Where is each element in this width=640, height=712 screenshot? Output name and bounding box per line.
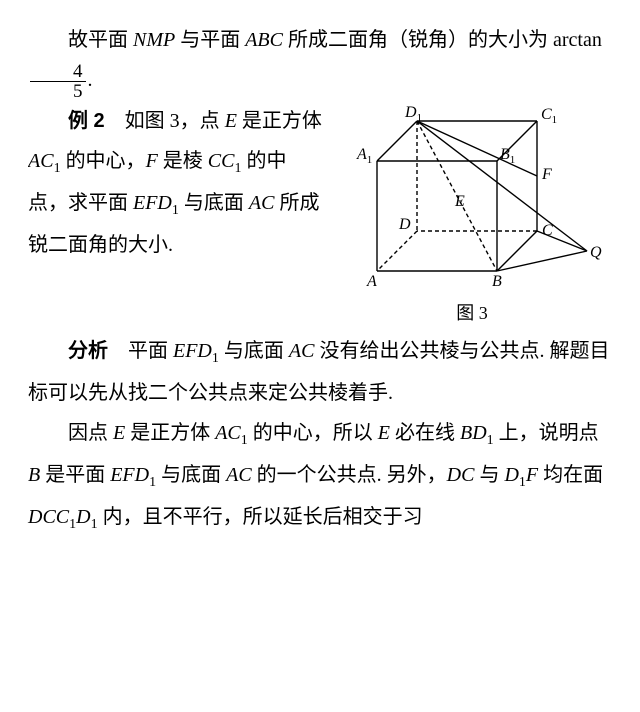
- label-e: E: [454, 193, 465, 210]
- text: 与: [474, 464, 504, 486]
- label-c1: C1: [541, 106, 557, 126]
- math-ac1: AC1: [28, 150, 61, 172]
- label-a1: A1: [356, 146, 372, 166]
- analysis-label: 分析: [68, 340, 108, 362]
- denominator: 5: [30, 82, 86, 101]
- paragraph-reason: 因点 E 是正方体 AC1 的中心，所以 E 必在线 BD1 上，说明点 B 是…: [28, 413, 612, 539]
- text: 内，且不平行，所以延长后相交于习: [98, 506, 423, 528]
- label-a: A: [366, 273, 377, 290]
- label-c: C: [542, 222, 553, 239]
- cube-diagram: A B C D A1 B1 C1 D1 E F Q: [337, 101, 607, 291]
- text: 是平面: [40, 464, 110, 486]
- text: 与平面: [175, 29, 245, 51]
- math-e: E: [225, 110, 237, 132]
- math-e: E: [378, 422, 390, 444]
- label-d1: D1: [404, 104, 422, 124]
- fraction: 45: [30, 62, 86, 101]
- text: 与底面: [156, 464, 226, 486]
- example-block: A B C D A1 B1 C1 D1 E F Q 图 3 例 2 如图 3，点…: [28, 101, 612, 331]
- math-plane-nmp: NMP: [133, 29, 175, 51]
- example-label: 例 2: [68, 110, 105, 132]
- text: 上，说明点: [494, 422, 599, 444]
- text: 与底面: [219, 340, 289, 362]
- text: 是正方体: [125, 422, 215, 444]
- text: 是正方体: [237, 110, 322, 132]
- figure-3: A B C D A1 B1 C1 D1 E F Q 图 3: [332, 101, 612, 331]
- text: 平面: [108, 340, 173, 362]
- math-dc: DC: [447, 464, 475, 486]
- math-d1f: D1F: [504, 464, 538, 486]
- text: .: [88, 69, 93, 91]
- label-d: D: [398, 216, 411, 233]
- math-efd1: EFD1: [110, 464, 156, 486]
- paragraph-conclusion: 故平面 NMP 与平面 ABC 所成二面角（锐角）的大小为 arctan 45.: [28, 20, 612, 101]
- math-plane-abc: ABC: [245, 29, 283, 51]
- math-efd1: EFD1: [133, 192, 179, 214]
- text: 必在线: [390, 422, 460, 444]
- math-ac: AC: [226, 464, 252, 486]
- text: 的中心，: [61, 150, 146, 172]
- text: 的中心，所以: [248, 422, 378, 444]
- math-ac: AC: [289, 340, 315, 362]
- math-bd1: BD1: [460, 422, 494, 444]
- text: 的一个公共点. 另外，: [252, 464, 447, 486]
- math-f: F: [146, 150, 158, 172]
- math-efd1: EFD1: [173, 340, 219, 362]
- math-ac: AC: [249, 192, 275, 214]
- numerator: 4: [30, 62, 86, 82]
- text: 均在面: [538, 464, 603, 486]
- math-ac1: AC1: [215, 422, 248, 444]
- label-b: B: [492, 273, 502, 290]
- text: 因点: [68, 422, 113, 444]
- label-q: Q: [590, 244, 602, 261]
- label-f: F: [541, 166, 552, 183]
- text: 如图 3，点: [105, 110, 225, 132]
- figure-caption: 图 3: [332, 295, 612, 331]
- math-e: E: [113, 422, 125, 444]
- text: 所成二面角（锐角）的大小为 arctan: [283, 29, 602, 51]
- math-cc1: CC1: [208, 150, 242, 172]
- math-b: B: [28, 464, 40, 486]
- text: 故平面: [68, 29, 133, 51]
- text: 与底面: [179, 192, 249, 214]
- analysis-text: 分析 平面 EFD1 与底面 AC 没有给出公共棱与公共点. 解题目标可以先从找…: [28, 331, 612, 413]
- text: 是棱: [158, 150, 208, 172]
- math-dcc1d1: DCC1D1: [28, 506, 98, 528]
